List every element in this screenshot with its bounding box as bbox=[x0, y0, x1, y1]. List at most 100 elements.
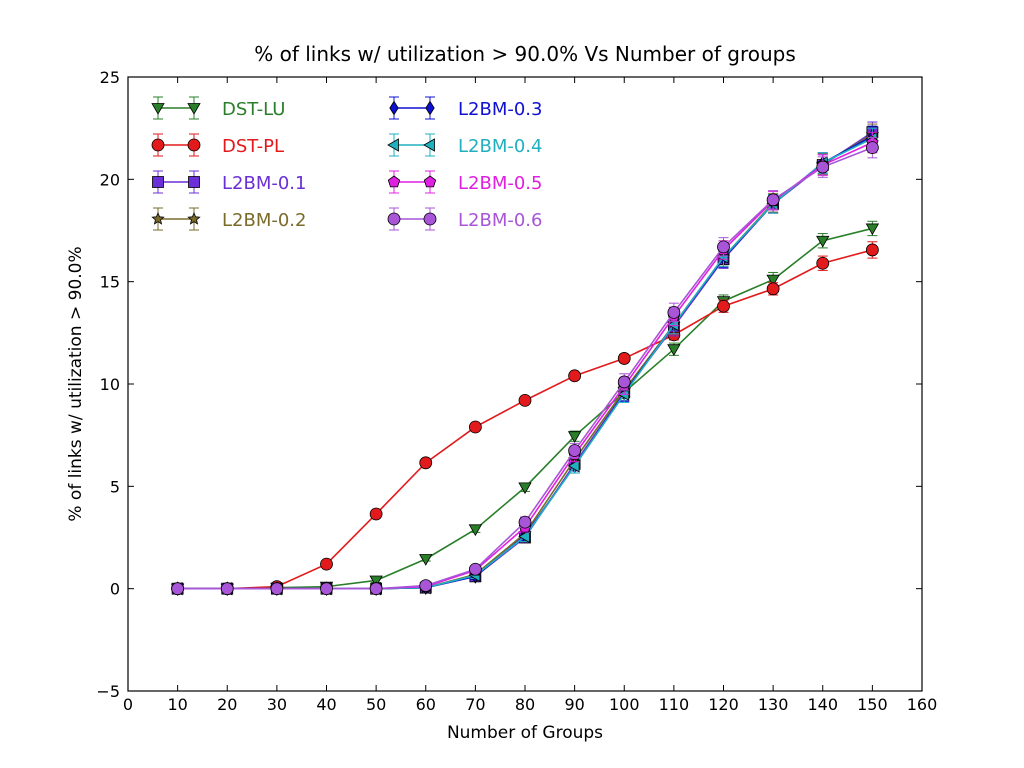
y-tick-label: 0 bbox=[110, 580, 120, 599]
data-point bbox=[766, 282, 780, 296]
data-point bbox=[568, 444, 582, 457]
x-tick-label: 20 bbox=[217, 695, 237, 714]
data-point bbox=[369, 575, 383, 588]
legend-marker bbox=[425, 100, 435, 116]
data-point bbox=[567, 459, 580, 473]
legend-item: DST-LU bbox=[151, 96, 285, 120]
data-point bbox=[667, 344, 681, 357]
plot-frame bbox=[127, 76, 923, 692]
x-tick-label: 150 bbox=[857, 695, 888, 714]
data-point bbox=[816, 235, 830, 248]
data-point bbox=[717, 240, 730, 254]
x-tick-label: 0 bbox=[123, 695, 133, 714]
y-tick-label: 20 bbox=[100, 170, 120, 189]
x-tick-label: 70 bbox=[465, 695, 485, 714]
legend-marker bbox=[423, 175, 437, 188]
series-DST-PL bbox=[171, 241, 879, 596]
data-point bbox=[567, 431, 582, 443]
y-tick-label: 15 bbox=[100, 273, 120, 292]
x-tick-label: 140 bbox=[807, 695, 838, 714]
data-point bbox=[369, 582, 383, 596]
legend-marker bbox=[151, 211, 165, 225]
y-tick-label: −5 bbox=[96, 682, 120, 701]
legend-label: DST-PL bbox=[222, 136, 284, 157]
legend-label: L2BM-0.6 bbox=[458, 210, 542, 231]
data-point bbox=[865, 141, 879, 155]
legend-marker bbox=[423, 212, 437, 226]
legend-label: L2BM-0.5 bbox=[458, 173, 542, 194]
data-point bbox=[468, 562, 482, 576]
series-L2BM-0.6 bbox=[171, 136, 879, 596]
y-tick-label: 10 bbox=[100, 375, 120, 394]
x-tick-label: 60 bbox=[416, 695, 436, 714]
data-point bbox=[518, 482, 532, 495]
x-tick-label: 120 bbox=[708, 695, 739, 714]
legend-marker bbox=[387, 212, 401, 226]
x-tick-label: 50 bbox=[366, 695, 386, 714]
legend-marker bbox=[389, 100, 399, 116]
data-point bbox=[568, 369, 582, 383]
legend-marker bbox=[151, 138, 165, 152]
legend-item: L2BM-0.2 bbox=[151, 207, 306, 231]
legend-label: L2BM-0.2 bbox=[222, 210, 306, 231]
legend-marker bbox=[152, 176, 164, 188]
y-tick-label: 5 bbox=[110, 477, 120, 496]
legend-item: L2BM-0.4 bbox=[387, 133, 542, 157]
x-tick-label: 130 bbox=[758, 695, 789, 714]
data-point bbox=[320, 582, 333, 596]
data-point bbox=[816, 160, 830, 174]
y-tick-label: 25 bbox=[100, 68, 120, 87]
legend-label: DST-LU bbox=[222, 99, 285, 120]
x-tick-label: 110 bbox=[659, 695, 690, 714]
x-tick-label: 30 bbox=[267, 695, 287, 714]
data-point bbox=[766, 193, 780, 207]
legend-marker bbox=[387, 138, 399, 152]
data-point bbox=[667, 305, 681, 319]
data-point bbox=[518, 529, 530, 544]
data-point bbox=[518, 393, 532, 407]
x-axis-label: Number of Groups bbox=[447, 723, 603, 743]
data-point bbox=[617, 375, 631, 389]
legend: DST-LU DST-PL L2BM-0.1 L2BM-0.2 L2BM-0.3 L2BM… bbox=[151, 96, 542, 231]
legend-marker bbox=[151, 103, 165, 115]
data-point bbox=[468, 420, 482, 434]
legend-marker bbox=[188, 176, 200, 188]
data-point bbox=[816, 256, 830, 270]
legend-item: L2BM-0.1 bbox=[152, 170, 306, 194]
legend-marker bbox=[187, 211, 201, 225]
x-tick-label: 10 bbox=[167, 695, 187, 714]
data-point bbox=[419, 554, 433, 566]
data-point bbox=[717, 299, 730, 313]
x-tick-label: 100 bbox=[609, 695, 640, 714]
legend-item: L2BM-0.5 bbox=[387, 170, 542, 194]
legend-item: L2BM-0.6 bbox=[387, 207, 542, 231]
x-tick-label: 80 bbox=[515, 695, 535, 714]
chart-title: % of links w/ utilization > 90.0% Vs Num… bbox=[254, 42, 796, 66]
data-point bbox=[369, 507, 383, 521]
legend-label: L2BM-0.4 bbox=[458, 136, 542, 157]
data-point bbox=[320, 557, 333, 571]
data-point bbox=[270, 582, 284, 596]
data-point bbox=[865, 223, 880, 236]
data-point bbox=[220, 582, 234, 596]
data-point bbox=[468, 524, 483, 537]
x-tick-label: 90 bbox=[564, 695, 584, 714]
data-point bbox=[171, 582, 185, 596]
legend-marker bbox=[387, 175, 401, 188]
data-point bbox=[419, 456, 433, 470]
data-point bbox=[865, 243, 879, 257]
y-axis-label: % of links w/ utilization > 90.0% bbox=[66, 246, 86, 521]
legend-label: L2BM-0.1 bbox=[222, 173, 306, 194]
legend-item: L2BM-0.3 bbox=[389, 96, 542, 120]
plot-area: 0 10 20 30 40 50 60 70 80 90 100 110 120 130 140 150 160… bbox=[96, 68, 937, 714]
x-tick-label: 40 bbox=[316, 695, 336, 714]
legend-label: L2BM-0.3 bbox=[458, 99, 542, 120]
data-point bbox=[419, 579, 433, 592]
legend-marker bbox=[187, 138, 201, 152]
legend-marker bbox=[187, 103, 201, 115]
data-point bbox=[617, 352, 631, 365]
legend-item: DST-PL bbox=[151, 133, 284, 157]
data-point bbox=[518, 515, 532, 529]
legend-marker bbox=[423, 138, 435, 152]
